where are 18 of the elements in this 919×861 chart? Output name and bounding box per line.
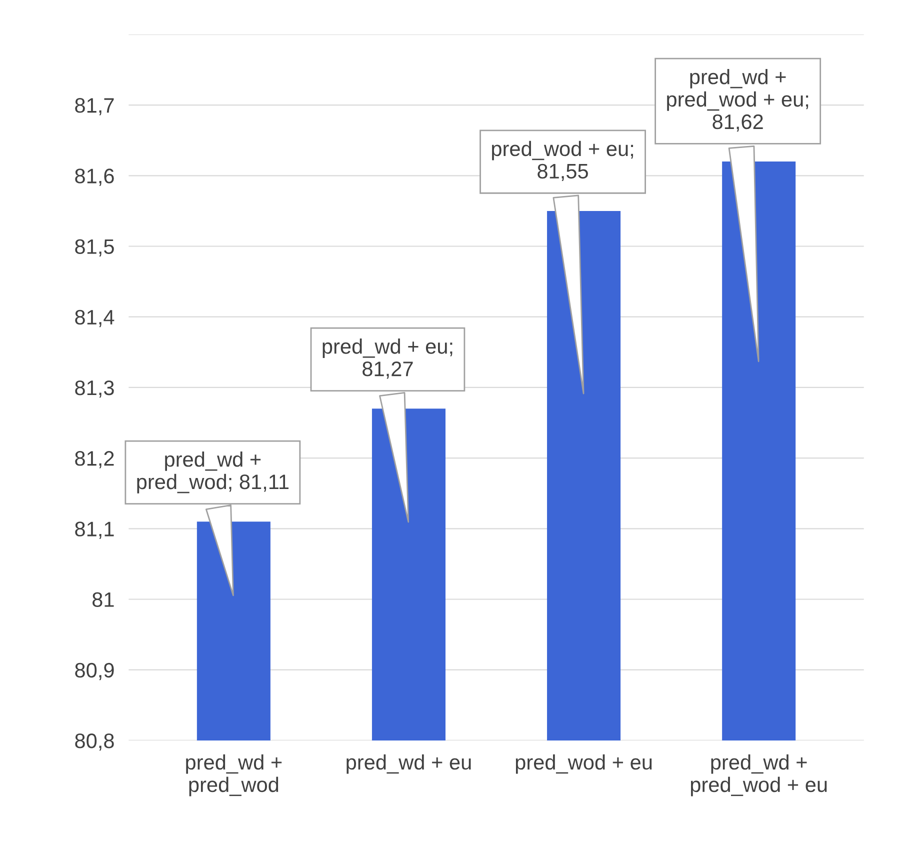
y-tick-label: 80,8 — [75, 733, 114, 751]
y-tick-label: 80,9 — [75, 662, 114, 680]
y-tick-label: 81,1 — [75, 522, 114, 539]
data-label: pred_wd + eu; 81,27 — [322, 338, 452, 379]
y-tick-label: 81,5 — [75, 239, 114, 256]
y-tick-label: 81,2 — [75, 451, 114, 468]
x-tick-label: pred_wd + pred_wod — [186, 754, 282, 796]
data-label: pred_wd + pred_wod; 81,11 — [137, 451, 289, 494]
y-tick-label: 81,4 — [75, 310, 114, 328]
y-tick-label: 81 — [92, 592, 114, 608]
x-tick-label: pred_wod + eu — [516, 754, 652, 774]
x-tick-label: pred_wd + pred_wod + eu — [690, 754, 827, 796]
x-tick-label: pred_wd + eu — [346, 754, 471, 774]
data-label: pred_wd + pred_wod + eu; 81,62 — [667, 68, 808, 132]
y-tick-label: 81,3 — [75, 380, 114, 398]
data-label: pred_wod + eu; 81,55 — [492, 140, 634, 182]
y-tick-label: 81,7 — [75, 98, 114, 116]
y-tick-label: 81,6 — [75, 168, 114, 186]
